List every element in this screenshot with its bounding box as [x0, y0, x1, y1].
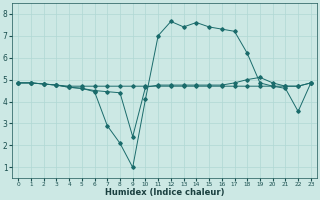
X-axis label: Humidex (Indice chaleur): Humidex (Indice chaleur): [105, 188, 224, 197]
